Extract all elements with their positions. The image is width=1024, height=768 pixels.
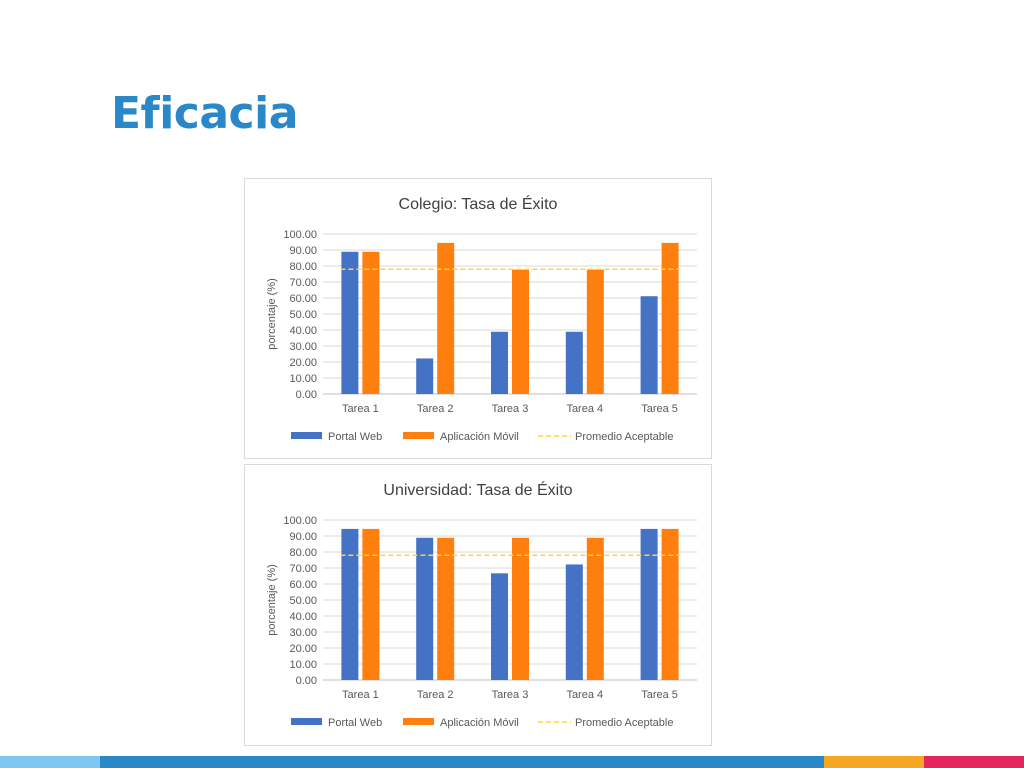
y-tick-label: 50.00 xyxy=(289,595,317,607)
bar-portal-web xyxy=(491,331,508,394)
legend-aplicacion-movil-swatch xyxy=(403,432,434,439)
y-tick-label: 30.00 xyxy=(289,341,317,353)
chart-colegio: Colegio: Tasa de Éxito 0.00 10.00 20.00 30.0… xyxy=(244,178,712,459)
chart-title: Universidad: Tasa de Éxito xyxy=(383,480,572,499)
y-tick-label: 60.00 xyxy=(289,293,317,305)
footer-bar-segment xyxy=(100,756,824,768)
y-tick-label: 0.00 xyxy=(296,675,317,687)
bar-aplicacion-movil xyxy=(512,537,529,680)
y-tick-label: 80.00 xyxy=(289,547,317,559)
y-tick-label: 70.00 xyxy=(289,563,317,575)
x-tick-label: Tarea 1 xyxy=(342,403,379,415)
bar-portal-web xyxy=(565,331,583,394)
footer-bar-segment xyxy=(0,756,100,768)
y-tick-label: 70.00 xyxy=(289,277,317,289)
y-tick-label: 20.00 xyxy=(289,643,317,655)
x-tick-label: Tarea 4 xyxy=(566,689,603,701)
y-tick-label: 100.00 xyxy=(283,229,317,241)
x-tick-label: Tarea 4 xyxy=(566,403,603,415)
y-tick-label: 50.00 xyxy=(289,309,317,321)
bar-aplicacion-movil xyxy=(586,269,604,394)
bar-aplicacion-movil xyxy=(362,528,380,680)
y-tick-label: 90.00 xyxy=(289,245,317,257)
chart-universidad-svg: Universidad: Tasa de Éxito 0.00 10.00 20.00… xyxy=(266,480,697,729)
legend-promedio-label: Promedio Aceptable xyxy=(575,431,673,443)
footer-bar-segment xyxy=(924,756,1024,768)
x-tick-label: Tarea 2 xyxy=(417,689,454,701)
bar-portal-web xyxy=(640,528,658,680)
x-tick-label: Tarea 5 xyxy=(641,689,678,701)
footer-color-bar xyxy=(0,756,1024,768)
chart-universidad: Universidad: Tasa de Éxito 0.00 10.00 20.00… xyxy=(244,464,712,746)
legend-portal-web-label: Portal Web xyxy=(328,431,382,443)
y-tick-label: 20.00 xyxy=(289,357,317,369)
legend-promedio-label: Promedio Aceptable xyxy=(575,717,673,729)
legend-aplicacion-movil-label: Aplicación Móvil xyxy=(440,717,519,729)
x-tick-label: Tarea 2 xyxy=(417,403,454,415)
bar-portal-web xyxy=(640,296,658,394)
y-tick-label: 10.00 xyxy=(289,659,317,671)
y-axis-label: porcentaje (%) xyxy=(266,564,278,636)
y-tick-label: 40.00 xyxy=(289,325,317,337)
bar-aplicacion-movil xyxy=(661,528,679,680)
chart-colegio-svg: Colegio: Tasa de Éxito 0.00 10.00 20.00 30.0… xyxy=(266,194,697,443)
bar-aplicacion-movil xyxy=(437,537,455,680)
x-tick-label: Tarea 3 xyxy=(492,689,529,701)
y-axis-label: porcentaje (%) xyxy=(266,278,278,350)
y-tick-label: 90.00 xyxy=(289,531,317,543)
y-tick-label: 80.00 xyxy=(289,261,317,273)
x-tick-label: Tarea 3 xyxy=(492,403,529,415)
chart-title: Colegio: Tasa de Éxito xyxy=(399,194,558,213)
x-tick-label: Tarea 5 xyxy=(641,403,678,415)
bar-aplicacion-movil xyxy=(437,242,455,394)
legend-portal-web-swatch xyxy=(291,432,322,439)
bar-portal-web xyxy=(491,573,508,680)
bar-aplicacion-movil xyxy=(512,269,529,394)
legend-portal-web-label: Portal Web xyxy=(328,717,382,729)
y-tick-label: 0.00 xyxy=(296,389,317,401)
bar-portal-web xyxy=(416,537,434,680)
bar-portal-web xyxy=(565,564,583,680)
legend-aplicacion-movil-label: Aplicación Móvil xyxy=(440,431,519,443)
bar-portal-web xyxy=(341,528,359,680)
bar-portal-web xyxy=(416,358,434,394)
slide-title: Eficacia xyxy=(111,88,298,139)
legend-portal-web-swatch xyxy=(291,718,322,725)
y-tick-label: 30.00 xyxy=(289,627,317,639)
footer-bar-segment xyxy=(824,756,924,768)
y-tick-label: 60.00 xyxy=(289,579,317,591)
x-tick-label: Tarea 1 xyxy=(342,689,379,701)
bar-aplicacion-movil xyxy=(586,537,604,680)
bar-aplicacion-movil xyxy=(362,251,380,394)
y-tick-label: 40.00 xyxy=(289,611,317,623)
bar-aplicacion-movil xyxy=(661,242,679,394)
legend-aplicacion-movil-swatch xyxy=(403,718,434,725)
y-tick-label: 10.00 xyxy=(289,373,317,385)
y-tick-label: 100.00 xyxy=(283,515,317,527)
bar-portal-web xyxy=(341,251,359,394)
